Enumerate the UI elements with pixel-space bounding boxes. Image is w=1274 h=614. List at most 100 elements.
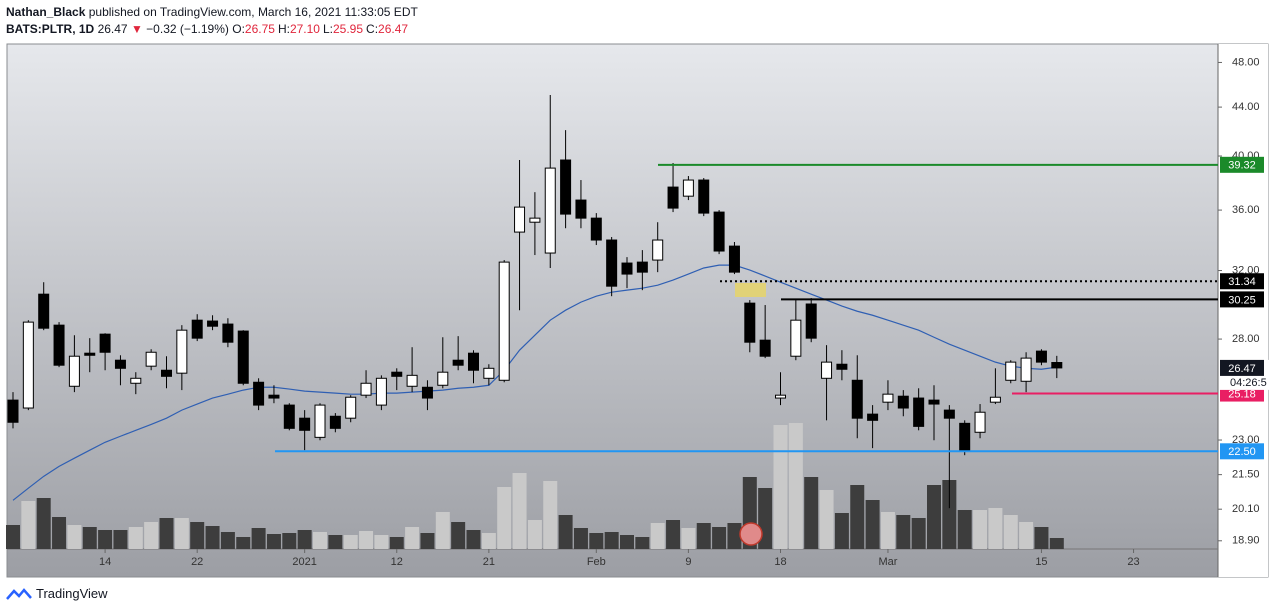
candle-body: [68, 355, 80, 387]
volume-bar: [144, 522, 159, 549]
candle-body: [406, 374, 418, 387]
candle-body: [222, 323, 234, 343]
ohlc-value: 26.75: [244, 22, 275, 36]
volume-bar: [374, 535, 389, 549]
volume-bar: [1003, 515, 1018, 549]
candle-body: [867, 413, 879, 421]
volume-bar: [190, 522, 205, 549]
candle-body: [744, 302, 756, 343]
y-tick-label: 28.00: [1232, 333, 1260, 345]
ohlc-value: 27.10: [289, 22, 320, 36]
x-tick-label: 2021: [292, 556, 316, 568]
volume-bar: [313, 532, 327, 549]
ohlc-value: 26.47: [378, 22, 409, 36]
candle-body: [360, 382, 372, 396]
volume-bar: [251, 528, 266, 549]
candle-body: [483, 367, 495, 379]
volume-bar: [942, 480, 957, 549]
candle-body: [345, 396, 357, 419]
volume-bar: [282, 533, 297, 549]
candle-body: [544, 167, 556, 254]
x-tick-label: 14: [99, 556, 111, 568]
candle-body: [1005, 361, 1017, 381]
y-tick-label: 21.50: [1232, 469, 1260, 481]
volume-bar: [712, 527, 727, 549]
highlight: [735, 283, 766, 297]
price-tag: [1220, 443, 1264, 460]
candle-body: [775, 394, 786, 399]
volume-bar: [589, 533, 604, 549]
price-axis: [1218, 44, 1268, 577]
volume-bar: [36, 498, 51, 549]
last-price-label: 26.47: [1228, 363, 1256, 375]
volume-bar: [988, 508, 1003, 549]
ohlc: O:26.75 H:27.10 L:25.95 C:26.47: [232, 22, 411, 36]
x-tick-label: 22: [191, 556, 203, 568]
candle-body: [851, 379, 863, 419]
ohlc-key: H:: [277, 22, 290, 36]
x-tick-label: Feb: [587, 556, 606, 568]
volume-bar: [927, 485, 941, 549]
price-tag-label: 22.50: [1228, 446, 1256, 458]
candle-body: [682, 179, 694, 197]
y-tick-label: 20.10: [1232, 503, 1260, 515]
volume-bar: [804, 477, 819, 549]
candle-body: [590, 217, 602, 241]
candle-body: [959, 422, 971, 452]
candle-body: [145, 351, 157, 367]
candle-body: [1051, 362, 1063, 369]
brand: TradingView: [36, 586, 108, 601]
published: published on TradingView.com, March 16, …: [88, 5, 418, 19]
candle-body: [636, 261, 648, 273]
volume-bar: [1034, 527, 1049, 549]
volume-bar: [865, 500, 880, 549]
pane: [6, 43, 1269, 578]
x-tick-label: 23: [1127, 556, 1139, 568]
volume-bar: [389, 537, 404, 549]
candle-body: [621, 262, 633, 275]
volume-bar: [113, 530, 128, 549]
volume-bar: [604, 532, 619, 549]
candle-body: [728, 245, 740, 273]
candle-body: [652, 239, 664, 261]
candle-body: [529, 217, 541, 223]
volume-bar: [435, 512, 450, 549]
x-tick-label: Mar: [878, 556, 897, 568]
candle-body: [989, 396, 1001, 403]
volume-bar: [82, 527, 97, 549]
y-tick-label: 44.00: [1232, 101, 1260, 113]
change: −0.32 (−1.19%): [146, 22, 229, 36]
candle-body: [606, 239, 618, 287]
x-tick-label: 15: [1035, 556, 1047, 568]
volume-bar: [52, 517, 67, 549]
volume-bar: [957, 510, 972, 549]
candle-body: [84, 352, 96, 356]
candle-body: [713, 211, 725, 252]
volume-bar: [359, 531, 374, 549]
price-tag-label: 30.25: [1228, 294, 1256, 306]
volume-bar: [911, 518, 926, 549]
volume-bar: [174, 518, 189, 549]
volume-bar: [67, 525, 82, 549]
candle-body: [375, 377, 387, 406]
candle-body: [299, 417, 311, 431]
volume-bar: [6, 525, 20, 549]
last: 26.47: [97, 22, 128, 36]
volume-bar: [466, 530, 481, 549]
price-tag: [1220, 291, 1264, 308]
volume-bar: [220, 532, 235, 549]
candle-body: [928, 399, 940, 405]
publish-line: Nathan_Black published on TradingView.co…: [6, 4, 418, 21]
volume-bar: [788, 423, 803, 549]
volume-bar: [512, 473, 527, 549]
volume-bar: [880, 512, 895, 549]
ohlc-key: C:: [366, 22, 379, 36]
candle-body: [897, 395, 909, 409]
candle-body: [130, 377, 142, 384]
candle-body: [437, 371, 449, 386]
volume-bar: [266, 534, 281, 549]
candle-body: [805, 303, 817, 339]
event-marker[interactable]: [739, 522, 763, 546]
volume-bar: [297, 530, 312, 549]
y-tick-label: 18.90: [1232, 535, 1260, 547]
